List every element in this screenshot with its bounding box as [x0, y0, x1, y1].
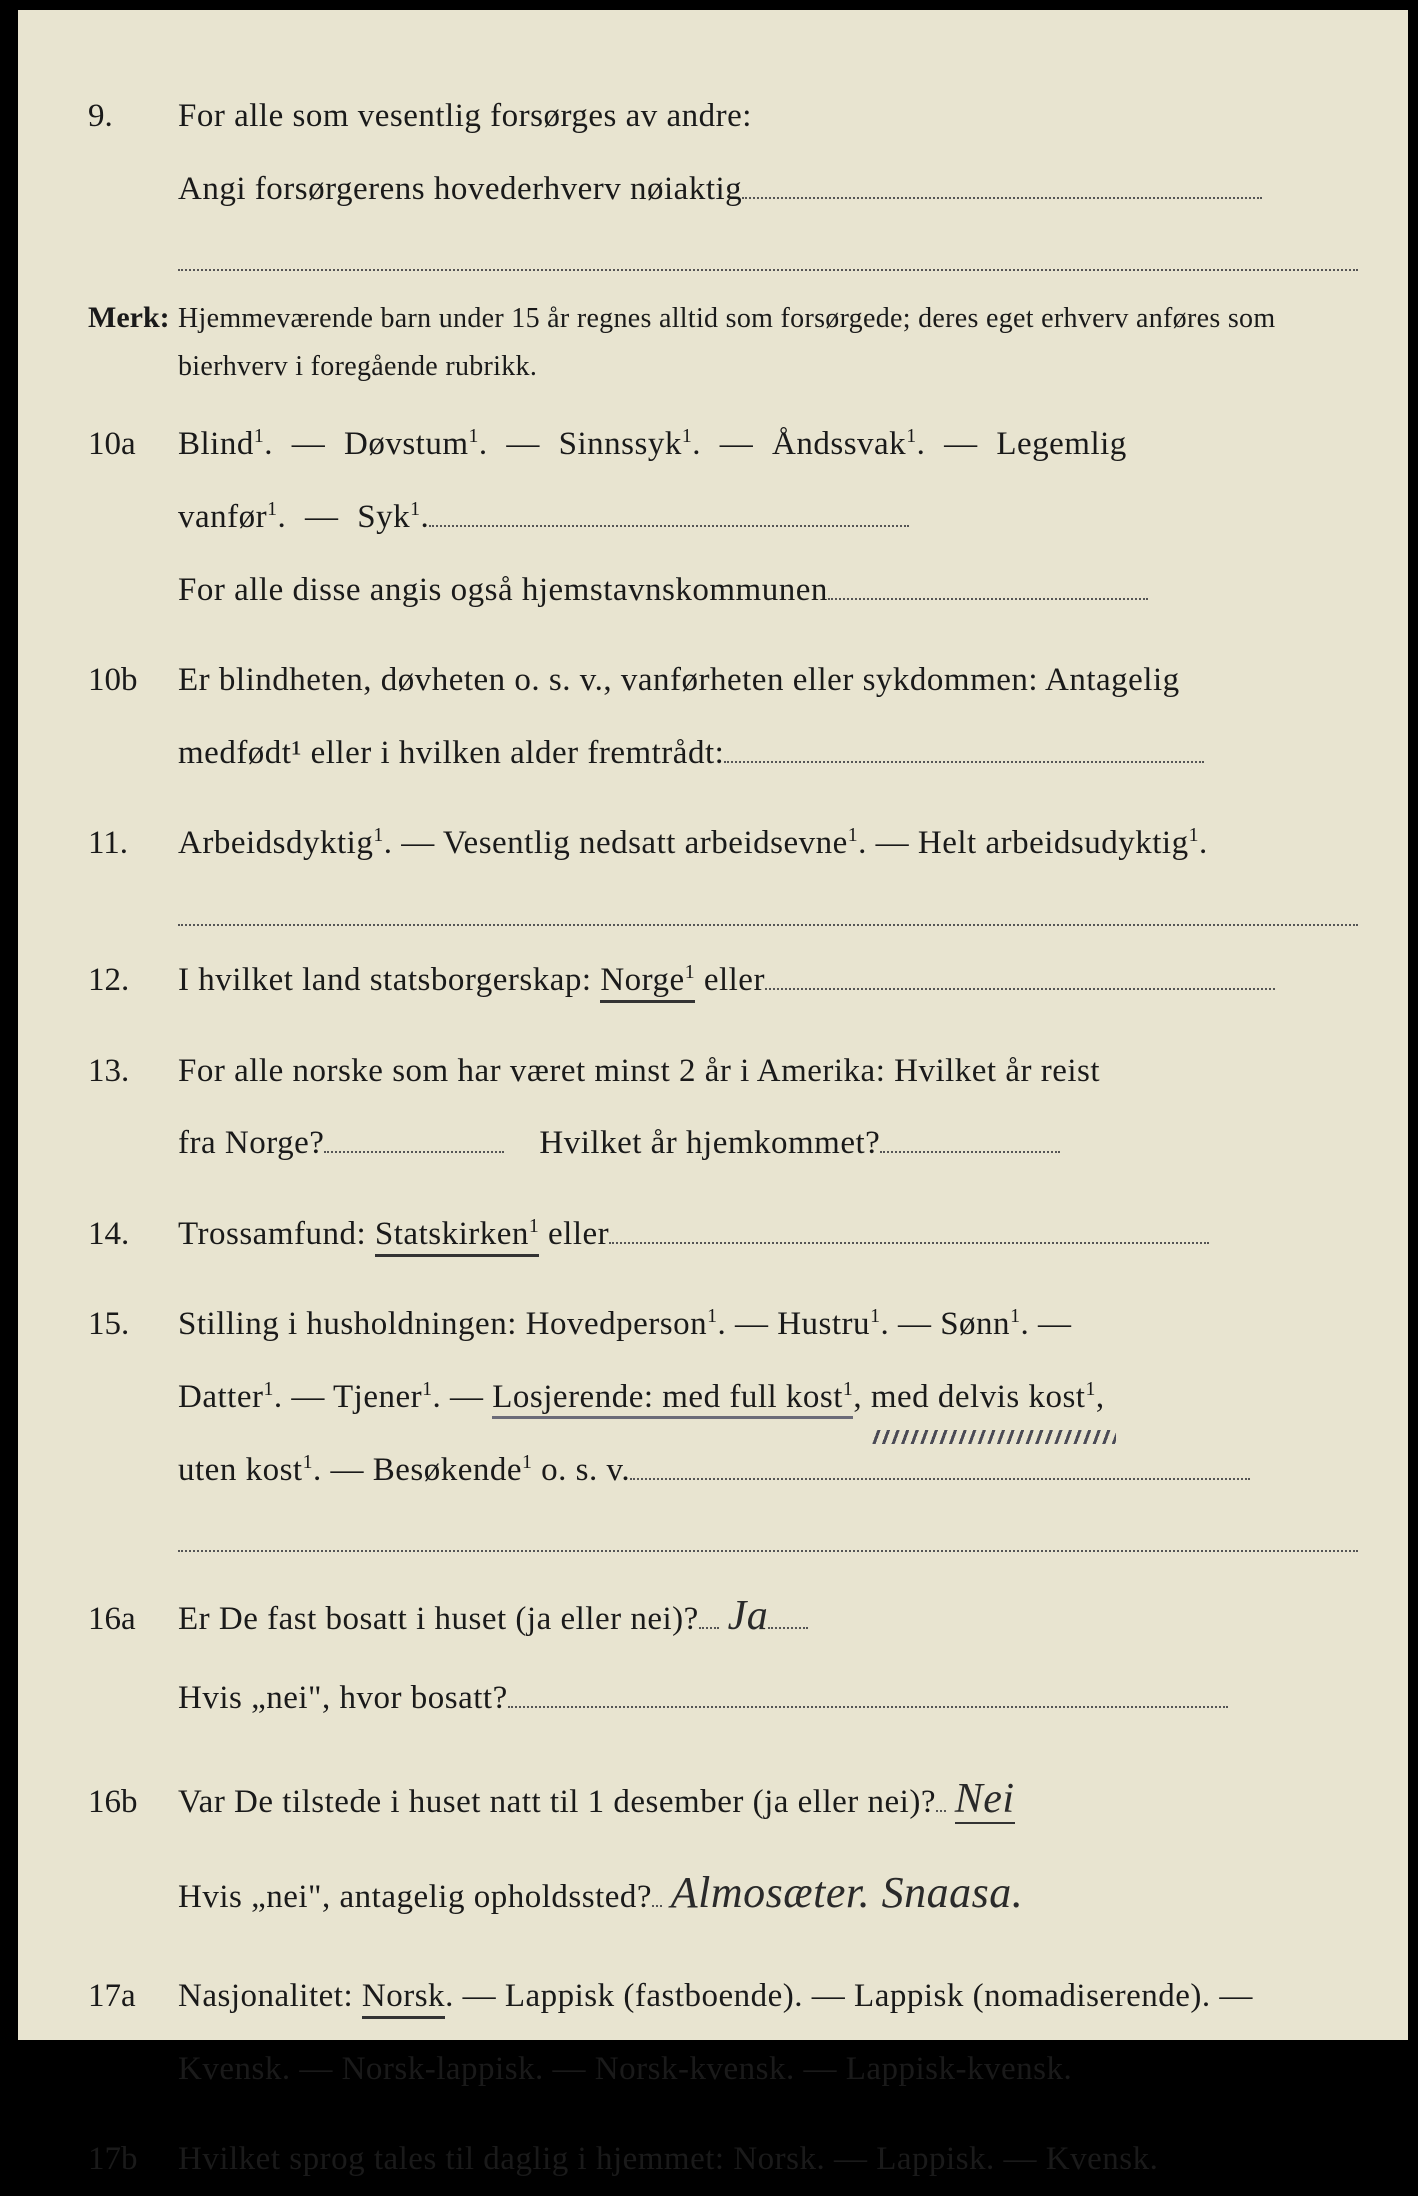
q15-text: Stilling i husholdningen: — [178, 1306, 517, 1342]
q17b-content: Hvilket sprog tales til daglig i hjemmet… — [178, 2123, 1358, 2196]
q10a-blind: Blind — [178, 426, 254, 462]
q15-delvis: med delvis kost — [871, 1379, 1086, 1415]
q13-number: 13. — [88, 1040, 178, 1103]
census-form-page: 9. For alle som vesentlig forsørges av a… — [18, 10, 1408, 2040]
q10b-number: 10b — [88, 649, 178, 712]
q15-hoved: Hovedperson — [526, 1306, 707, 1342]
question-12: 12. I hvilket land statsborgerskap: Norg… — [88, 944, 1358, 1017]
q12-content: I hvilket land statsborgerskap: Norge1 e… — [178, 944, 1358, 1017]
q10a-andssvak: Åndssvak — [772, 426, 906, 462]
q16a-question: Er De fast bosatt i huset (ja eller nei)… — [178, 1601, 699, 1637]
q14-eller: eller — [548, 1216, 609, 1252]
q14-kirken: Statskirken — [375, 1216, 529, 1252]
q17a-norsk: Norsk — [362, 1978, 445, 2019]
q16a-nei: Hvis „nei", hvor bosatt? — [178, 1680, 508, 1716]
q13-text1: For alle norske som har været minst 2 år… — [178, 1053, 1100, 1089]
q17a-number: 17a — [88, 1965, 178, 2028]
q16b-nei: Hvis „nei", antagelig opholdssted? — [178, 1879, 652, 1915]
q13-text2b: Hvilket år hjemkommet? — [539, 1125, 880, 1161]
merk-label: Merk: — [88, 289, 178, 346]
question-10a: 10a Blind1. — Døvstum1. — Sinnssyk1. — Å… — [88, 408, 1358, 626]
q9-number: 9. — [88, 85, 178, 148]
q15-osv: o. s. v. — [541, 1452, 630, 1488]
question-17b: 17b Hvilket sprog tales til daglig i hje… — [88, 2123, 1358, 2196]
q9-line2: Angi forsørgerens hovederhverv nøiaktig — [178, 171, 742, 207]
q14-text: Trossamfund: — [178, 1216, 366, 1252]
q15-number: 15. — [88, 1293, 178, 1356]
q16b-place: Almosæter. Snaasa. — [671, 1868, 1023, 1917]
q12-number: 12. — [88, 949, 178, 1012]
q12-text: I hvilket land statsborgerskap: — [178, 962, 592, 998]
q17b-number: 17b — [88, 2128, 178, 2191]
q13-text2a: fra Norge? — [178, 1125, 324, 1161]
q11-blank-line — [178, 898, 1358, 926]
question-17a: 17a Nasjonalitet: Norsk. — Lappisk (fast… — [88, 1960, 1358, 2105]
q10a-number: 10a — [88, 413, 178, 476]
q17a-content: Nasjonalitet: Norsk. — Lappisk (fastboen… — [178, 1960, 1358, 2105]
q15-besok: Besøkende — [373, 1452, 522, 1488]
q16b-answer: Nei — [955, 1776, 1015, 1824]
q15-sonn: Sønn — [940, 1306, 1010, 1342]
q10a-content: Blind1. — Døvstum1. — Sinnssyk1. — Åndss… — [178, 408, 1358, 626]
question-15: 15. Stilling i husholdningen: Hovedperso… — [88, 1288, 1358, 1506]
q17a-text: Nasjonalitet: — [178, 1978, 353, 2014]
question-13: 13. For alle norske som har været minst … — [88, 1035, 1358, 1180]
q15-blank-line — [178, 1524, 1358, 1552]
q15-tjener: Tjener — [333, 1379, 422, 1415]
q15-hustru: Hustru — [777, 1306, 870, 1342]
q11-a: Arbeidsdyktig — [178, 825, 373, 861]
q14-content: Trossamfund: Statskirken1 eller — [178, 1198, 1358, 1271]
q12-norge: Norge — [600, 962, 684, 998]
q15-datter: Datter — [178, 1379, 263, 1415]
q15-content: Stilling i husholdningen: Hovedperson1. … — [178, 1288, 1358, 1506]
question-11: 11. Arbeidsdyktig1. — Vesentlig nedsatt … — [88, 807, 1358, 880]
q13-content: For alle norske som har været minst 2 år… — [178, 1035, 1358, 1180]
q9-line1: For alle som vesentlig forsørges av andr… — [178, 98, 752, 134]
q10a-dovstum: Døvstum — [344, 426, 469, 462]
q10b-content: Er blindheten, døvheten o. s. v., vanfør… — [178, 644, 1358, 789]
q16b-question: Var De tilstede i huset natt til 1 desem… — [178, 1784, 936, 1820]
q9-blank-line — [178, 243, 1358, 271]
q16b-number: 16b — [88, 1771, 178, 1834]
question-10b: 10b Er blindheten, døvheten o. s. v., va… — [88, 644, 1358, 789]
q10a-vanfor: vanfør — [178, 499, 267, 535]
q10a-syk: Syk — [357, 499, 410, 535]
q11-content: Arbeidsdyktig1. — Vesentlig nedsatt arbe… — [178, 807, 1358, 880]
q10b-text1: Er blindheten, døvheten o. s. v., vanfør… — [178, 662, 1180, 698]
question-16a: 16a Er De fast bosatt i huset (ja eller … — [88, 1570, 1358, 1735]
q15-losjerende: Losjerende: med full kost — [492, 1379, 843, 1415]
q11-number: 11. — [88, 812, 178, 875]
q10a-sinnssyk: Sinnssyk — [559, 426, 682, 462]
merk-note: Merk: Hjemmeværende barn under 15 år reg… — [88, 289, 1358, 390]
question-9: 9. For alle som vesentlig forsørges av a… — [88, 80, 1358, 225]
question-16b: 16b Var De tilstede i huset natt til 1 d… — [88, 1753, 1358, 1942]
q14-number: 14. — [88, 1203, 178, 1266]
q11-b: Vesentlig nedsatt arbeidsevne — [443, 825, 848, 861]
question-14: 14. Trossamfund: Statskirken1 eller — [88, 1198, 1358, 1271]
q16a-answer: Ja — [728, 1593, 769, 1639]
q9-content: For alle som vesentlig forsørges av andr… — [178, 80, 1358, 225]
q16b-content: Var De tilstede i huset natt til 1 desem… — [178, 1753, 1358, 1942]
merk-text: Hjemmeværende barn under 15 år regnes al… — [178, 295, 1358, 390]
q16a-number: 16a — [88, 1588, 178, 1651]
q10a-legemlig: Legemlig — [996, 426, 1126, 462]
q16a-content: Er De fast bosatt i huset (ja eller nei)… — [178, 1570, 1358, 1735]
q15-uten: uten kost — [178, 1452, 303, 1488]
q10a-line3: For alle disse angis også hjemstavnskomm… — [178, 572, 828, 608]
q12-eller: eller — [704, 962, 765, 998]
q10b-text2: medfødt¹ eller i hvilken alder fremtrådt… — [178, 735, 724, 771]
q11-c: Helt arbeidsudyktig — [918, 825, 1189, 861]
q17b-text: Hvilket sprog tales til daglig i hjemmet… — [178, 2141, 1158, 2177]
